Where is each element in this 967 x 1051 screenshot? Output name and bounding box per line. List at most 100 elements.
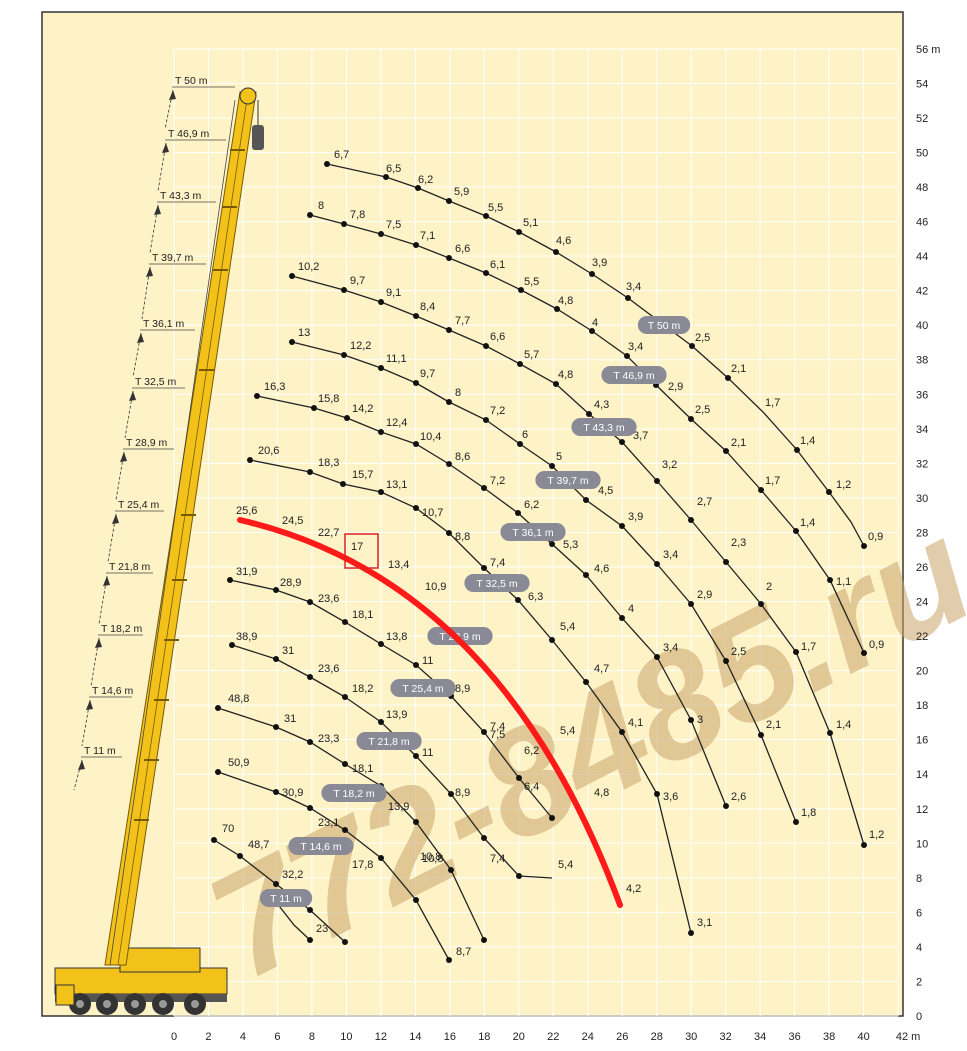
load-value-label: 10,9 xyxy=(425,581,446,593)
load-value-label: 6,3 xyxy=(528,591,543,603)
y-tick-label: 30 xyxy=(916,493,928,505)
load-point xyxy=(215,769,221,775)
crane-hub xyxy=(76,1000,84,1008)
load-value-label: 1,4 xyxy=(800,435,815,447)
load-curve: 8 7,8 7,5 7,1 6,6 6,1 5,5 4,8 4 3,4 2,9 2,5 2,1 1,7 1,… xyxy=(307,200,884,656)
load-point xyxy=(583,497,589,503)
boom-length-label: T 18,2 m xyxy=(101,623,142,635)
load-value-label: 4,6 xyxy=(556,235,571,247)
load-value-label: 5,4 xyxy=(560,725,575,737)
load-point xyxy=(413,897,419,903)
x-tick-label: 10 xyxy=(340,1031,352,1043)
boom-tag-label: T 50 m xyxy=(648,320,681,332)
load-value-label: 20,6 xyxy=(258,445,279,457)
load-point xyxy=(793,649,799,655)
load-value-label: 4 xyxy=(628,603,634,615)
y-tick-label: 38 xyxy=(916,355,928,367)
load-point xyxy=(211,837,217,843)
load-point xyxy=(413,662,419,668)
y-tick-label: 44 xyxy=(916,251,928,263)
load-value-label: 1,7 xyxy=(765,475,780,487)
load-value-label: 18,3 xyxy=(318,457,339,469)
load-point xyxy=(861,842,867,848)
load-value-label: 3,4 xyxy=(663,549,678,561)
x-tick-label: 8 xyxy=(309,1031,315,1043)
load-value-label: 3,4 xyxy=(626,281,641,293)
load-value-label: 8,9 xyxy=(455,787,470,799)
load-point xyxy=(827,730,833,736)
boom-length-label: T 43,3 m xyxy=(160,190,201,202)
load-point xyxy=(723,658,729,664)
load-point xyxy=(861,650,867,656)
load-value-label: 7,8 xyxy=(350,209,365,221)
boom-length-label: T 11 m xyxy=(84,745,116,757)
load-curve: 23 xyxy=(275,901,328,943)
load-value-label: 15,8 xyxy=(318,393,339,405)
boom-tag-label: T 21,8 m xyxy=(368,736,409,748)
load-value-label: 6 xyxy=(522,429,528,441)
load-point xyxy=(341,221,347,227)
load-point xyxy=(307,907,313,913)
load-value-label: 0,9 xyxy=(869,639,884,651)
load-value-label: 8 xyxy=(455,387,461,399)
load-point xyxy=(654,791,660,797)
boom-tag xyxy=(259,889,313,907)
y-tick-label: 54 xyxy=(916,78,928,90)
x-tick-label: 16 xyxy=(444,1031,456,1043)
load-point xyxy=(481,937,487,943)
load-value-label: 6,5 xyxy=(386,163,401,175)
load-value-label: 4,7 xyxy=(594,663,609,675)
load-point xyxy=(273,724,279,730)
load-value-label: 1,2 xyxy=(836,479,851,491)
load-value-label: 3,9 xyxy=(592,257,607,269)
load-value-label: 4,2 xyxy=(626,883,641,895)
load-value-label: 5,1 xyxy=(523,217,538,229)
y-tick-label: 46 xyxy=(916,217,928,229)
load-value-label: 0,9 xyxy=(868,531,883,543)
y-tick-label: 6 xyxy=(916,907,922,919)
boom-length-arrow xyxy=(141,266,151,320)
boom-arrowhead xyxy=(169,90,176,100)
load-point xyxy=(342,761,348,767)
load-curve: 48,8 31 23,3 18,1 13,9 10,8 7,4 8,7 xyxy=(215,693,505,958)
highlight-box xyxy=(344,533,379,569)
load-point xyxy=(215,705,221,711)
load-point xyxy=(227,577,233,583)
load-point xyxy=(586,411,592,417)
load-value-label: 48,8 xyxy=(228,693,249,705)
load-value-label: 13,9 xyxy=(388,801,409,813)
load-value-label: 1,7 xyxy=(765,397,780,409)
load-value-label: 18,2 xyxy=(352,683,373,695)
load-point xyxy=(654,478,660,484)
load-value-label: 6,2 xyxy=(524,499,539,511)
load-value-label: 7,4 xyxy=(490,557,505,569)
load-value-label: 13 xyxy=(298,327,310,339)
load-point xyxy=(515,510,521,516)
load-value-label: 70 xyxy=(222,823,234,835)
boom-length-label: T 50 m xyxy=(175,75,208,87)
load-point xyxy=(413,753,419,759)
y-tick-label: 14 xyxy=(916,769,928,781)
load-point xyxy=(481,729,487,735)
load-value-label: 1,1 xyxy=(836,576,851,588)
load-value-label: 5,4 xyxy=(560,621,575,633)
load-value-label: 9,7 xyxy=(350,275,365,287)
load-value-label: 11,1 xyxy=(386,353,407,365)
y-tick-label: 20 xyxy=(916,666,928,678)
load-value-label: 12,2 xyxy=(350,340,371,352)
load-point xyxy=(688,601,694,607)
load-point xyxy=(758,732,764,738)
load-value-label: 18,1 xyxy=(352,763,373,775)
load-point xyxy=(413,242,419,248)
load-value-label: 23,6 xyxy=(318,593,339,605)
crane-boom xyxy=(104,91,257,966)
load-point xyxy=(688,717,694,723)
boom-length-arrow xyxy=(107,513,117,563)
y-tick-label: 40 xyxy=(916,320,928,332)
boom-tag-label: T 14,6 m xyxy=(300,841,341,853)
load-point xyxy=(237,853,243,859)
load-value-label: 16,3 xyxy=(264,381,285,393)
load-point xyxy=(725,375,731,381)
load-point xyxy=(307,469,313,475)
boom-tag-label: T 25,4 m xyxy=(402,683,443,695)
